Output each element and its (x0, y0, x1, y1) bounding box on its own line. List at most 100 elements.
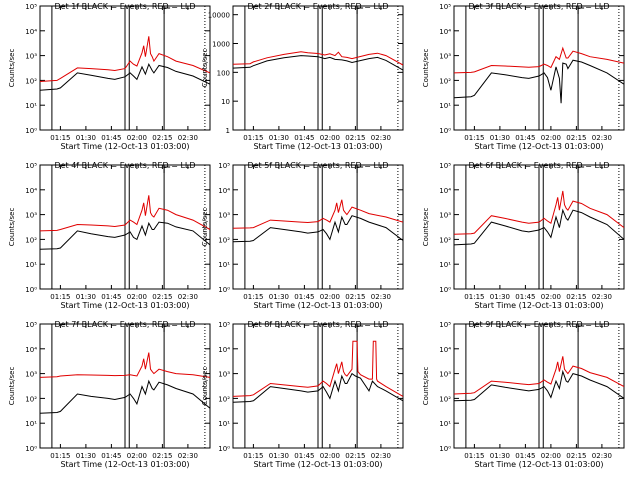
y-tick-label: 10¹ (25, 261, 37, 269)
y-axis-label: Counts/sec (422, 208, 430, 247)
x-axis-label: Start Time (12-Oct-13 01:03:00) (253, 301, 382, 310)
series-lld-line (233, 199, 403, 229)
y-axis-label: Counts/sec (201, 208, 209, 247)
panel-det-5: Det 5f BLACK = Events, RED = LLD10⁰10¹10… (201, 161, 404, 310)
x-tick-label: 01:45 (101, 452, 121, 460)
x-tick-label: 01:30 (269, 134, 289, 142)
x-tick-label: 01:30 (76, 293, 96, 301)
x-tick-label: 02:15 (152, 452, 172, 460)
x-tick-label: 01:45 (294, 293, 314, 301)
y-axis-label: Counts/sec (422, 49, 430, 88)
y-tick-label: 10³ (218, 212, 230, 220)
marker-flag (577, 166, 585, 173)
panel-det-6: Det 6f BLACK = Events, RED = LLD10⁰10¹10… (422, 161, 625, 310)
x-tick-label: 01:30 (269, 293, 289, 301)
x-tick-label: 02:30 (592, 293, 612, 301)
y-tick-label: 10² (439, 395, 451, 403)
y-tick-label: 10³ (25, 53, 37, 61)
y-tick-label: 100 (217, 69, 230, 77)
y-tick-label: 10⁰ (25, 127, 37, 135)
y-axis-label: Counts/sec (201, 367, 209, 406)
y-tick-label: 10⁵ (439, 3, 451, 11)
panel-det-9: Det 9f BLACK = Events, RED = LLD10⁰10¹10… (422, 320, 625, 469)
x-tick-label: 02:00 (541, 452, 561, 460)
x-tick-label: 01:30 (269, 452, 289, 460)
x-tick-label: 02:30 (178, 134, 198, 142)
x-tick-label: 02:15 (345, 134, 365, 142)
x-tick-label: 01:30 (76, 134, 96, 142)
x-tick-label: 01:15 (243, 293, 263, 301)
y-tick-label: 10³ (25, 212, 37, 220)
x-tick-label: 01:15 (50, 134, 70, 142)
y-tick-label: 10⁵ (218, 162, 230, 170)
x-tick-label: 02:15 (152, 293, 172, 301)
y-axis-label: Counts/sec (201, 49, 209, 88)
x-axis-label: Start Time (12-Oct-13 01:03:00) (474, 142, 603, 151)
y-tick-label: 10¹ (439, 102, 451, 110)
x-tick-label: 01:15 (243, 134, 263, 142)
x-tick-label: 02:30 (371, 452, 391, 460)
x-tick-label: 01:45 (294, 452, 314, 460)
x-tick-label: 01:45 (515, 293, 535, 301)
y-tick-label: 10¹ (25, 420, 37, 428)
series-lld-line (233, 51, 403, 66)
y-tick-label: 10⁴ (439, 28, 451, 36)
x-axis-label: Start Time (12-Oct-13 01:03:00) (60, 142, 189, 151)
x-tick-label: 02:00 (541, 293, 561, 301)
marker-flag (356, 7, 364, 14)
series-events-line (454, 369, 624, 402)
y-tick-label: 10⁰ (439, 127, 451, 135)
x-tick-label: 02:30 (178, 452, 198, 460)
series-events-line (40, 221, 210, 250)
marker-flag (163, 166, 171, 173)
x-tick-label: 01:15 (50, 452, 70, 460)
y-tick-label: 10⁰ (439, 445, 451, 453)
y-tick-label: 10⁰ (25, 445, 37, 453)
marker-flag (577, 7, 585, 14)
series-events-line (40, 379, 210, 414)
y-tick-label: 10⁵ (439, 162, 451, 170)
series-events-line (454, 208, 624, 246)
x-tick-label: 02:15 (566, 452, 586, 460)
y-tick-label: 10¹ (218, 261, 230, 269)
x-tick-label: 02:30 (178, 293, 198, 301)
y-tick-label: 10⁴ (25, 187, 37, 195)
x-tick-label: 01:45 (515, 134, 535, 142)
x-tick-label: 02:15 (566, 293, 586, 301)
marker-flag (577, 325, 585, 332)
marker-flag (356, 325, 364, 332)
x-tick-label: 01:15 (464, 452, 484, 460)
marker-flag (163, 325, 171, 332)
marker-flag (356, 166, 364, 173)
x-tick-label: 01:15 (50, 293, 70, 301)
y-tick-label: 10¹ (439, 261, 451, 269)
panel-det-1: Det 1f BLACK = Events, RED = LLD10⁰10¹10… (8, 2, 211, 151)
x-tick-label: 02:00 (127, 452, 147, 460)
x-axis-label: Start Time (12-Oct-13 01:03:00) (253, 460, 382, 469)
y-tick-label: 10⁵ (218, 321, 230, 329)
series-events-line (233, 215, 403, 243)
y-tick-label: 10⁰ (218, 445, 230, 453)
y-tick-label: 10⁰ (218, 286, 230, 294)
y-tick-label: 10¹ (218, 420, 230, 428)
y-tick-label: 1 (226, 127, 230, 135)
series-lld-line (454, 46, 624, 74)
x-axis-label: Start Time (12-Oct-13 01:03:00) (60, 301, 189, 310)
x-tick-label: 02:15 (345, 293, 365, 301)
x-tick-label: 02:00 (320, 293, 340, 301)
x-tick-label: 02:15 (345, 452, 365, 460)
x-tick-label: 02:00 (127, 293, 147, 301)
series-events-line (233, 372, 403, 403)
y-tick-label: 10⁴ (439, 187, 451, 195)
y-axis-label: Counts/sec (8, 367, 16, 406)
series-lld-line (454, 190, 624, 235)
panel-det-4: Det 4f BLACK = Events, RED = LLD10⁰10¹10… (8, 161, 211, 310)
y-tick-label: 10⁴ (439, 346, 451, 354)
y-axis-label: Counts/sec (8, 49, 16, 88)
y-tick-label: 10⁵ (25, 162, 37, 170)
y-tick-label: 10² (25, 236, 37, 244)
panel-det-2: Det 2f BLACK = Events, RED = LLD11010010… (201, 2, 404, 151)
y-tick-label: 10⁴ (218, 187, 230, 195)
y-tick-label: 10² (218, 395, 230, 403)
